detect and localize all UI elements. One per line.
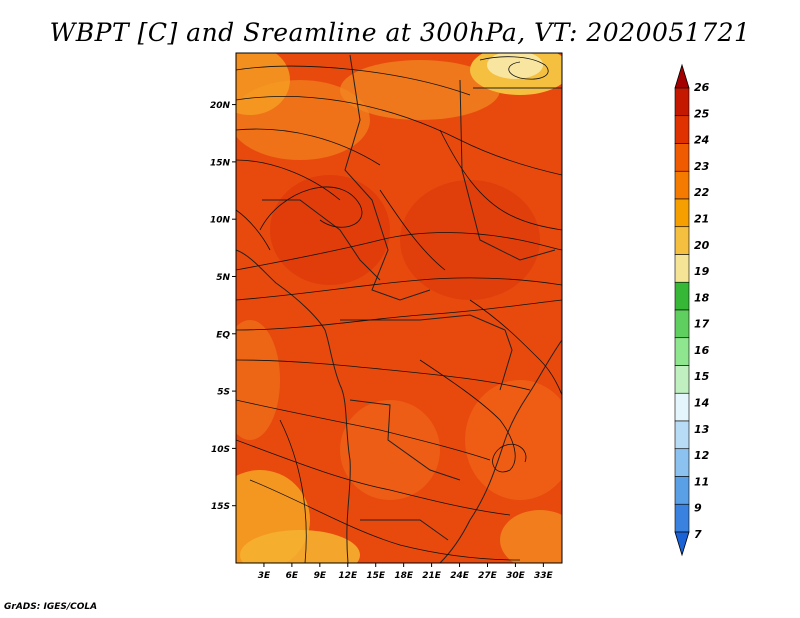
colorbar-label: 21	[694, 212, 709, 225]
colorbar-bottom-arrow	[674, 531, 690, 557]
lon-tick-label: 12E	[338, 571, 358, 581]
colorbar-swatch	[674, 170, 690, 200]
colorbar-label: 11	[694, 475, 709, 488]
lon-tick-label: 6E	[286, 571, 299, 581]
colorbar-label: 16	[694, 344, 710, 357]
lon-tick-label: 21E	[422, 571, 442, 581]
lat-tick-label: EQ	[216, 330, 230, 340]
colorbar-label: 20	[694, 239, 710, 252]
lon-tick-label: 9E	[314, 571, 327, 581]
colorbar-label: 13	[694, 423, 710, 436]
lon-tick-label: 24E	[450, 571, 470, 581]
lat-tick-label: 15N	[210, 158, 231, 168]
colorbar-label: 12	[694, 449, 710, 462]
colorbar-swatch	[674, 392, 690, 422]
temperature-field	[236, 53, 562, 563]
colorbar: 26 25 24 23 22 21 20 19 18 17 16 15 14 13 12 11 9 7	[674, 63, 710, 557]
colorbar-label: 9	[694, 502, 702, 515]
colorbar-swatch	[674, 115, 690, 144]
grads-credit: GrADS: IGES/COLA	[4, 602, 98, 612]
colorbar-swatch	[674, 365, 690, 394]
lon-tick-label: 30E	[506, 571, 526, 581]
lon-tick-label: 33E	[534, 571, 554, 581]
colorbar-swatch	[674, 198, 690, 228]
colorbar-label: 7	[694, 528, 702, 541]
map-frame	[235, 52, 563, 564]
colorbar-swatch	[674, 309, 690, 339]
colorbar-label: 17	[694, 318, 710, 331]
colorbar-swatch	[674, 337, 690, 366]
colorbar-label: 23	[694, 160, 710, 173]
colorbar-label: 18	[694, 291, 710, 304]
colorbar-label: 26	[694, 81, 710, 94]
colorbar-swatch	[674, 226, 690, 255]
lon-tick-label: 27E	[478, 571, 498, 581]
lon-tick-label: 18E	[394, 571, 414, 581]
colorbar-swatch	[674, 281, 690, 311]
colorbar-swatch	[674, 503, 690, 533]
colorbar-swatch	[674, 448, 690, 477]
streamlines	[236, 56, 562, 563]
lon-tick-label: 15E	[366, 571, 386, 581]
colorbar-label: 19	[694, 265, 710, 278]
colorbar-swatch	[674, 143, 690, 172]
longitude-axis: 3E 6E 9E 12E 15E 18E 21E 24E 27E 30E 33E	[258, 563, 554, 581]
colorbar-label: 25	[694, 107, 710, 120]
colorbar-swatch	[674, 476, 690, 505]
lat-tick-label: 5S	[217, 388, 230, 398]
colorbar-swatch	[674, 87, 690, 117]
colorbar-top-arrow	[674, 63, 690, 89]
lat-tick-label: 15S	[211, 502, 230, 512]
colorbar-label: 22	[694, 186, 710, 199]
colorbar-label: 24	[694, 134, 709, 147]
colorbar-label: 14	[694, 397, 709, 410]
lat-tick-label: 5N	[216, 273, 230, 283]
lat-tick-label: 20N	[210, 101, 231, 111]
colorbar-swatch	[674, 420, 690, 450]
latitude-axis: 20N 15N 10N 5N EQ 5S 10S 15S	[210, 101, 236, 512]
lat-tick-label: 10S	[211, 445, 230, 455]
lon-tick-label: 3E	[258, 571, 271, 581]
chart-title: WBPT [C] and Sreamline at 300hPa, VT: 20…	[49, 18, 751, 47]
colorbar-label: 15	[694, 370, 710, 383]
coastlines-borders	[236, 54, 562, 563]
colorbar-swatch	[674, 254, 690, 283]
lat-tick-label: 10N	[210, 216, 231, 226]
